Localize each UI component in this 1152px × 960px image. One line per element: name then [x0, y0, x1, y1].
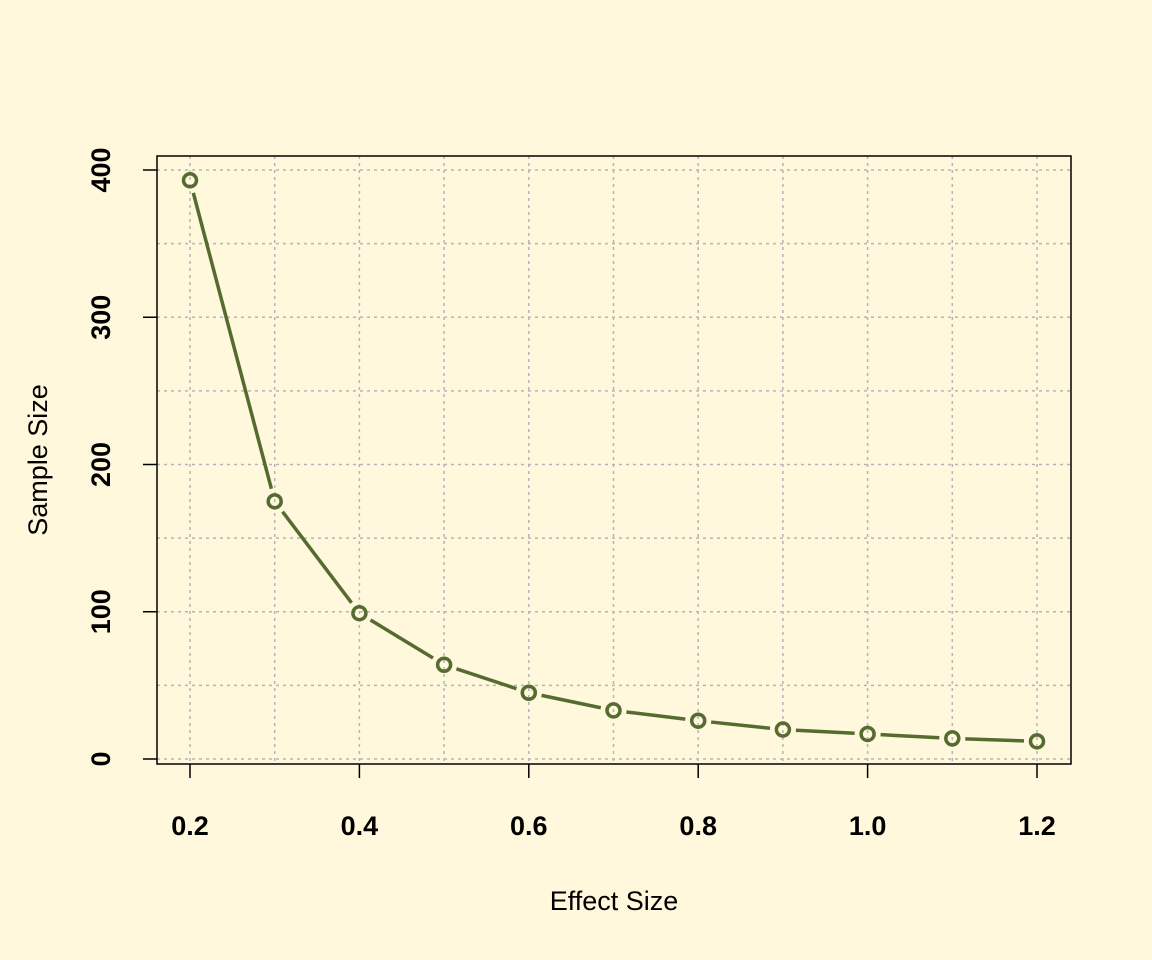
x-tick-label: 0.4 — [341, 811, 379, 841]
x-axis-title: Effect Size — [550, 886, 679, 916]
x-tick-label: 1.2 — [1018, 811, 1056, 841]
data-point — [351, 604, 368, 622]
series-line-segment — [795, 728, 855, 736]
x-tick-label: 0.2 — [171, 811, 209, 841]
data-point — [605, 702, 622, 719]
data-point — [859, 725, 876, 743]
data-point — [944, 730, 961, 747]
series-line-segment — [281, 510, 353, 604]
data-point — [435, 656, 453, 674]
axes: 0.2 0.4 0.6 0.8 1.0 1.2 0 100 200 300 400 — [86, 147, 1056, 841]
y-tick-label: 200 — [86, 442, 116, 487]
x-tick-label: 0.6 — [510, 811, 548, 841]
series-line-segment — [880, 732, 940, 740]
data-point — [520, 684, 538, 701]
series-line-segment — [626, 710, 686, 721]
series-line-segment — [965, 737, 1025, 743]
y-axis-title: Sample Size — [23, 384, 53, 536]
x-tick-label: 0.8 — [679, 811, 717, 841]
y-tick-label: 400 — [86, 147, 116, 192]
series-line-segment — [541, 693, 602, 710]
data-point — [181, 172, 199, 189]
y-tick-label: 0 — [86, 751, 116, 766]
series-line-segment — [710, 720, 771, 730]
data-point — [1028, 733, 1046, 750]
x-tick-label: 1.0 — [849, 811, 887, 841]
y-tick-label: 100 — [86, 589, 116, 634]
series-line-segment — [369, 618, 434, 660]
data-series — [181, 172, 1046, 750]
data-point — [689, 712, 707, 729]
data-point — [266, 493, 283, 510]
series-line-segment — [191, 192, 274, 490]
data-point — [774, 721, 792, 738]
series-line-segment — [455, 667, 518, 691]
plot-frame — [156, 155, 1072, 765]
y-tick-label: 300 — [86, 295, 116, 340]
grid — [157, 156, 1071, 764]
